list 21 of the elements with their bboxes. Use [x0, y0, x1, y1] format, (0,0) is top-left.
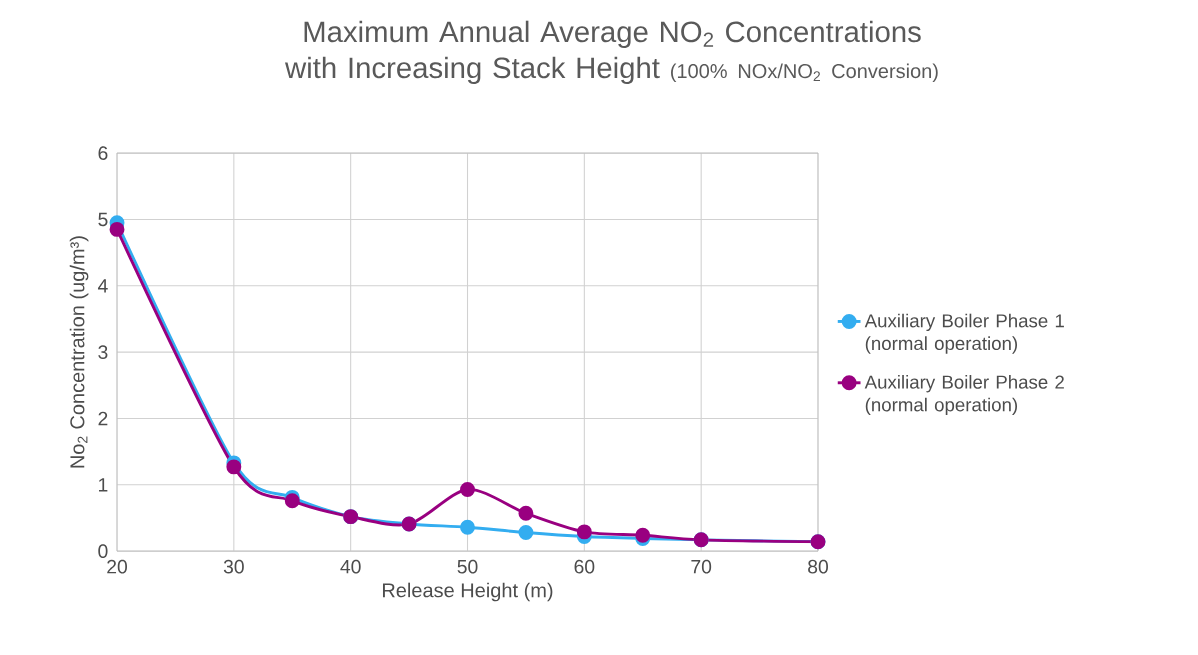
legend-label: Auxiliary Boiler Phase 1 (normal operation) [864, 313, 1064, 354]
y-axis-title: No$_{2}$ Concentration (ug/m³) [69, 236, 89, 468]
y-tick-label: 5 [98, 212, 108, 227]
x-tick-label: 50 [457, 559, 478, 574]
x-tick-label: 70 [691, 559, 712, 574]
x-axis-title: Release Height (m) [382, 582, 553, 602]
y-tick-label: 3 [98, 345, 108, 359]
y-tick-label: 4 [97, 279, 108, 293]
chart-title: Maximum Annual Average NO$_{2}$ Concentrations [304, 20, 921, 49]
y-tick-label: 0 [98, 544, 108, 558]
y-tick-label: 1 [99, 478, 108, 492]
x-tick-label: 60 [574, 559, 595, 574]
x-tick-label: 20 [107, 559, 127, 574]
x-tick-label: 30 [223, 559, 244, 574]
chart-subtitle: (100% NOx/NO$_{2}$ Conversion) [671, 63, 938, 83]
y-tick-label: 2 [98, 411, 108, 426]
chart-title: with Increasing Stack Height [284, 56, 660, 85]
y-tick-label: 6 [98, 146, 108, 160]
x-tick-label: 40 [340, 559, 361, 574]
x-tick-label: 80 [808, 559, 828, 574]
legend-label: Auxiliary Boiler Phase 2 (normal operation) [864, 375, 1064, 416]
